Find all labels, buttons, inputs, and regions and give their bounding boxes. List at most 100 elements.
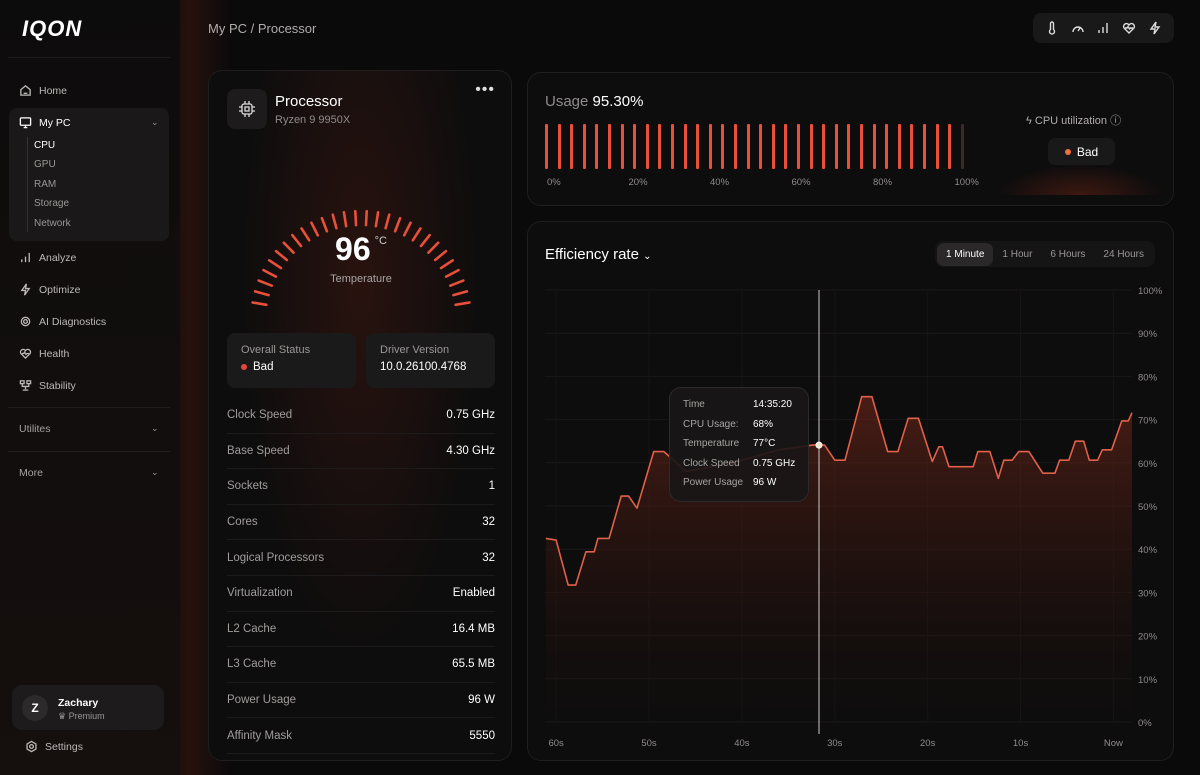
info-icon[interactable]: ⓘ — [1110, 115, 1122, 127]
usage-label: Usage — [545, 93, 589, 110]
gauge-tick — [411, 227, 422, 242]
chevron-down-icon[interactable]: ⌄ — [151, 467, 159, 477]
bolt-icon: ϟ — [1026, 115, 1035, 127]
gauge-icon[interactable] — [1071, 21, 1085, 35]
gauge-tick — [402, 221, 412, 237]
monitor-icon — [19, 117, 32, 129]
divider — [8, 451, 170, 452]
usage-bar — [608, 124, 611, 169]
gauge-tick — [300, 227, 311, 242]
y-tick-label: 30% — [1138, 588, 1158, 599]
spec-value: Enabled — [452, 587, 495, 600]
spec-row: Cores 32 — [227, 505, 495, 541]
cpu-utilization-status: Bad — [1048, 138, 1115, 165]
tab-1-hour[interactable]: 1 Hour — [1002, 248, 1033, 260]
x-tick-label: 30s — [827, 738, 843, 749]
sidebar-subitem-storage[interactable]: Storage — [34, 198, 70, 209]
chevron-down-icon[interactable]: ⌄ — [151, 423, 159, 433]
spec-row: Sockets 1 — [227, 469, 495, 505]
bars-icon — [21, 252, 30, 263]
x-tick-label: 20s — [920, 738, 936, 749]
y-tick-label: 80% — [1138, 372, 1158, 383]
sidebar-item-ai-diagnostics[interactable]: AI Diagnostics — [19, 315, 106, 328]
tooltip-value: 14:35:20 — [753, 399, 792, 410]
usage-bar — [658, 124, 662, 169]
x-tick-label: 40s — [734, 738, 750, 749]
chevron-down-icon[interactable]: ⌄ — [151, 117, 159, 127]
sidebar-section-more[interactable]: More — [19, 467, 43, 479]
network-icon — [19, 380, 32, 391]
more-options-icon[interactable]: ••• — [475, 81, 495, 98]
sidebar-subitem-ram[interactable]: RAM — [34, 179, 57, 190]
sidebar-item-stability[interactable]: Stability — [19, 379, 76, 392]
spec-row: Logical Processors 32 — [227, 540, 495, 576]
usage-card: Usage 95.30% 0% 20% 40% 60% 80% 100% ϟ CPU ut… — [527, 72, 1174, 206]
sidebar-item-home[interactable]: Home — [19, 84, 67, 97]
usage-bar — [797, 124, 800, 169]
usage-bar — [935, 124, 939, 169]
sidebar-item-my-pc[interactable]: My PC — [19, 116, 71, 129]
usage-tick-label: 60% — [791, 177, 811, 188]
cpu-utilization-label: CPU utilization — [1034, 115, 1108, 127]
spec-row: Virtualization Enabled — [227, 576, 495, 612]
usage-bar — [960, 124, 964, 169]
usage-bar — [860, 124, 863, 169]
spec-label: Cores — [227, 516, 258, 529]
tooltip-value: 96 W — [753, 477, 777, 488]
tab-1-minute[interactable]: 1 Minute — [937, 242, 994, 266]
y-tick-label: 70% — [1138, 416, 1158, 427]
sidebar-subitem-network[interactable]: Network — [34, 218, 71, 229]
usage-tick-label: 80% — [873, 177, 893, 188]
usage-bar — [734, 124, 737, 169]
temperature-gauge — [251, 209, 471, 307]
sidebar-subitem-gpu[interactable]: GPU — [34, 159, 56, 170]
gauge-tick — [251, 301, 268, 307]
usage-bar — [948, 124, 952, 169]
time-range-tabs: 1 Minute 1 Hour 6 Hours 24 Hours — [935, 241, 1155, 267]
usage-bar — [759, 124, 763, 169]
usage-tick-label: 0% — [547, 177, 561, 188]
spec-value: 5550 — [469, 729, 495, 742]
spec-row: Affinity Mask 5550 — [227, 718, 495, 754]
usage-bar — [671, 124, 674, 169]
overall-status-box: Overall Status Bad — [227, 333, 356, 388]
y-tick-label: 40% — [1138, 545, 1158, 556]
usage-tick-label: 40% — [710, 177, 730, 188]
spec-value: 96 W — [468, 694, 495, 707]
thermometer-icon[interactable] — [1045, 21, 1059, 35]
spec-label: Virtualization — [227, 587, 293, 600]
settings-button[interactable]: Settings — [25, 740, 83, 753]
sidebar-section-utilities[interactable]: Utilites — [19, 423, 51, 435]
gauge-tick — [267, 259, 283, 270]
usage-bar — [872, 124, 876, 169]
x-tick-label: 50s — [641, 738, 657, 749]
sidebar-item-health[interactable]: Health — [19, 347, 69, 360]
gauge-tick — [384, 213, 391, 230]
gauge-tick — [257, 279, 274, 287]
home-icon — [20, 85, 31, 96]
tooltip-row: Time 14:35:20 — [683, 399, 808, 419]
breadcrumb: My PC / Processor — [208, 21, 317, 36]
sidebar-subitem-cpu[interactable]: CPU — [34, 140, 56, 151]
sidebar: IQON Home My PC ⌄ CPU GPU RAM Storage Ne… — [0, 0, 180, 775]
processor-title: Processor — [275, 93, 343, 110]
sidebar-item-optimize[interactable]: Optimize — [19, 283, 80, 296]
sidebar-item-analyze[interactable]: Analyze — [19, 251, 76, 264]
temperature-value: 96 — [335, 231, 371, 267]
efficiency-dropdown[interactable]: Efficiency rate ⌄ — [545, 246, 652, 263]
usage-bar — [696, 124, 700, 169]
tab-6-hours[interactable]: 6 Hours — [1050, 248, 1086, 260]
user-card[interactable]: Z Zachary ♛ Premium — [12, 685, 164, 730]
y-tick-label: 50% — [1138, 502, 1158, 513]
chevron-down-icon: ⌄ — [643, 251, 652, 262]
usage-bar — [557, 124, 561, 169]
usage-bar — [708, 124, 712, 169]
spec-label: Clock Speed — [227, 409, 293, 422]
heart-pulse-icon[interactable] — [1122, 21, 1136, 35]
tab-24-hours[interactable]: 24 Hours — [1103, 248, 1144, 260]
bolt-icon[interactable] — [1148, 21, 1162, 35]
bars-icon[interactable] — [1096, 21, 1110, 35]
spec-label: L3 Cache — [227, 658, 277, 671]
usage-bar — [721, 124, 725, 169]
gauge-tick — [342, 211, 348, 228]
